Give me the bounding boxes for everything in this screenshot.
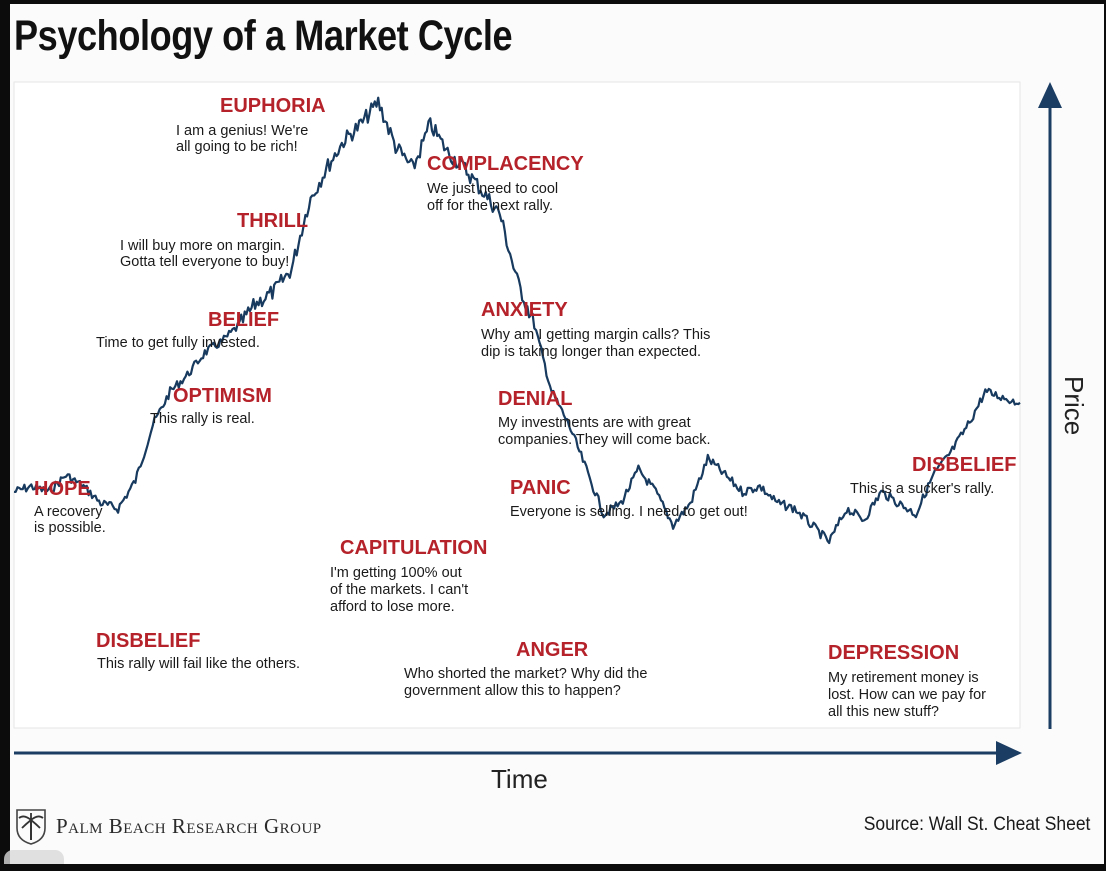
palm-tree-seal-icon [16, 809, 46, 845]
annotation-denial: DENIAL My investments are with great com… [498, 388, 711, 448]
annotation-line: afford to lose more. [330, 599, 455, 615]
annotation-title: CAPITULATION [340, 537, 487, 559]
annotation-line: of the markets. I can't [330, 582, 468, 598]
annotation-line: My retirement money is [828, 670, 979, 686]
annotation-line: Everyone is selling. I need to get out! [510, 504, 748, 520]
annotation-line: This is a sucker's rally. [850, 481, 994, 497]
annotation-title: DISBELIEF [96, 630, 200, 652]
annotation-line: Time to get fully invested. [96, 335, 260, 351]
annotation-disbelief-2: DISBELIEF This is a sucker's rally. [850, 454, 1016, 497]
annotation-line: companies. They will come back. [498, 432, 711, 448]
annotation-title: OPTIMISM [173, 385, 272, 407]
annotation-panic: PANIC Everyone is selling. I need to get… [510, 477, 748, 520]
y-axis-arrow-icon [1038, 82, 1062, 108]
annotation-anxiety: ANXIETY Why am I getting margin calls? T… [481, 299, 710, 360]
annotation-line: Gotta tell everyone to buy! [120, 254, 289, 270]
annotation-title: THRILL [237, 210, 308, 232]
corner-badge [4, 850, 64, 868]
annotation-title: PANIC [510, 477, 571, 499]
y-axis-label: Price [1059, 376, 1089, 435]
annotation-title: HOPE [34, 478, 91, 500]
bottom-strip [0, 864, 1106, 871]
annotation-title: ANGER [516, 639, 589, 661]
brand-name: Palm Beach Research Group [56, 813, 322, 838]
x-axis-label: Time [491, 764, 548, 794]
annotation-line: My investments are with great [498, 415, 691, 431]
annotation-line: is possible. [34, 520, 106, 536]
annotation-line: off for the next rally. [427, 198, 553, 214]
chart-slide: Psychology of a Market Cycle Time Price … [10, 4, 1104, 864]
annotation-line: I am a genius! We're [176, 123, 308, 139]
annotation-title: BELIEF [208, 309, 279, 331]
annotation-title: DENIAL [498, 388, 572, 410]
annotation-line: Who shorted the market? Why did the [404, 666, 647, 682]
annotation-title: EUPHORIA [220, 95, 326, 117]
annotation-title: COMPLACENCY [427, 153, 584, 175]
annotation-title: ANXIETY [481, 299, 568, 321]
annotation-line: This rally will fail like the others. [97, 656, 300, 672]
annotation-line: Why am I getting margin calls? This [481, 327, 710, 343]
annotation-title: DISBELIEF [912, 454, 1016, 476]
plot-area [13, 81, 1021, 729]
annotation-title: DEPRESSION [828, 642, 959, 664]
annotation-euphoria: EUPHORIA I am a genius! We're all going … [176, 95, 326, 155]
annotation-line: all going to be rich! [176, 139, 298, 155]
brand-footer: Palm Beach Research Group [14, 806, 322, 846]
source-note: Source: Wall St. Cheat Sheet [863, 814, 1090, 835]
annotation-line: government allow this to happen? [404, 683, 621, 699]
annotation-line: We just need to cool [427, 181, 558, 197]
annotation-line: I will buy more on margin. [120, 238, 285, 254]
annotation-hope: HOPE A recovery is possible. [34, 478, 106, 536]
annotation-line: This rally is real. [150, 411, 255, 427]
annotation-optimism: OPTIMISM This rally is real. [150, 385, 272, 427]
annotation-anger: ANGER Who shorted the market? Why did th… [404, 639, 647, 699]
price-series-line [13, 96, 1021, 545]
chart-canvas: Time Price DISBELIEF This rally will fai… [13, 81, 1089, 794]
annotation-line: all this new stuff? [828, 704, 939, 720]
annotation-disbelief-1: DISBELIEF This rally will fail like the … [96, 630, 300, 672]
x-axis-arrow-icon [996, 741, 1022, 765]
chart-title: Psychology of a Market Cycle [14, 12, 513, 60]
annotation-line: dip is taking longer than expected. [481, 344, 701, 360]
annotation-line: lost. How can we pay for [828, 687, 986, 703]
annotation-line: I'm getting 100% out [330, 565, 462, 581]
annotation-depression: DEPRESSION My retirement money is lost. … [828, 642, 986, 720]
annotation-thrill: THRILL I will buy more on margin. Gotta … [120, 210, 308, 270]
annotation-complacency: COMPLACENCY We just need to cool off for… [427, 153, 584, 214]
annotation-capitulation: CAPITULATION I'm getting 100% out of the… [330, 537, 487, 615]
annotation-belief: BELIEF Time to get fully invested. [96, 309, 279, 351]
annotation-line: A recovery [34, 504, 103, 520]
